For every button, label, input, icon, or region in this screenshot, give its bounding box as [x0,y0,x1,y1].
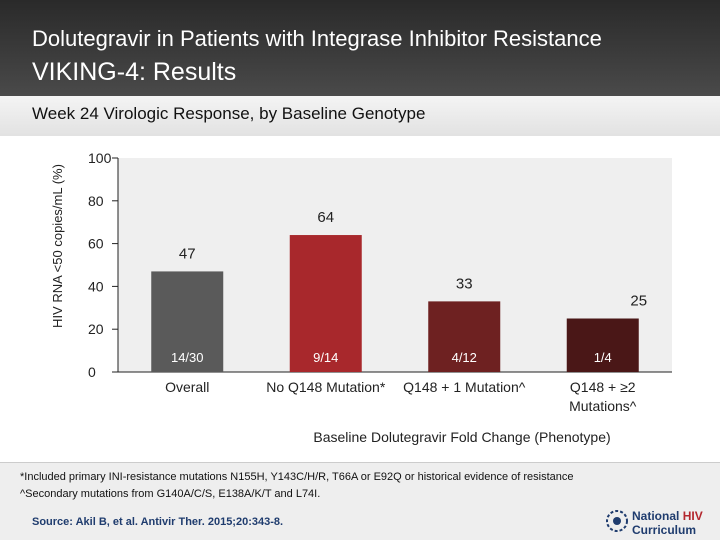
y-tick-label: 20 [88,321,104,337]
x-category-label: Overall [165,379,209,395]
bar-fraction-label: 14/30 [171,350,204,365]
x-category-label: Mutations^ [569,398,637,414]
x-category-label: Q148 + 1 Mutation^ [403,379,526,395]
slide-title: Dolutegravir in Patients with Integrase … [32,26,602,51]
y-tick-label: 0 [88,364,96,380]
bar-fraction-label: 9/14 [313,350,338,365]
subtitle-band [0,96,720,136]
bar-value-label: 64 [317,209,334,226]
x-axis-title: Baseline Dolutegravir Fold Change (Pheno… [313,429,610,445]
logo-text-line1: National HIV [632,509,703,523]
bar [151,271,224,372]
chart-subtitle: Week 24 Virologic Response, by Baseline … [32,104,426,123]
bar-fraction-label: 1/4 [594,350,612,365]
x-category-label: No Q148 Mutation* [266,379,386,395]
logo-national: National [632,509,680,523]
bar-chart: 0 20 40 60 80 100 HIV RNA <50 copies/mL (%) 47 1… [50,150,672,445]
x-category-label: Q148 + ≥2 [570,379,636,395]
y-axis-title: HIV RNA <50 copies/mL (%) [50,164,65,328]
slide-subtitle-title: VIKING-4: Results [32,58,237,86]
national-hiv-curriculum-logo: National HIV Curriculum [606,508,716,538]
bar [566,318,639,372]
bar-value-label: 25 [630,293,647,310]
y-tick-label: 60 [88,236,104,252]
logo-text-line2: Curriculum [632,523,697,537]
footer-band [0,462,720,540]
logo-mark-icon [606,510,628,532]
footnote-2: ^Secondary mutations from G140A/C/S, E13… [20,488,321,500]
bar-fraction-label: 4/12 [452,350,477,365]
bar [428,301,501,372]
y-tick-label: 100 [88,150,112,166]
y-tick-label: 80 [88,193,104,209]
y-tick-label: 40 [88,278,104,294]
bar [289,235,362,372]
footnote-1: *Included primary INI-resistance mutatio… [20,471,574,483]
header-band [0,0,720,96]
bar-value-label: 47 [179,245,196,262]
logo-hiv: HIV [682,509,703,523]
source-citation: Source: Akil B, et al. Antivir Ther. 201… [32,516,284,528]
bar-value-label: 33 [456,275,473,292]
